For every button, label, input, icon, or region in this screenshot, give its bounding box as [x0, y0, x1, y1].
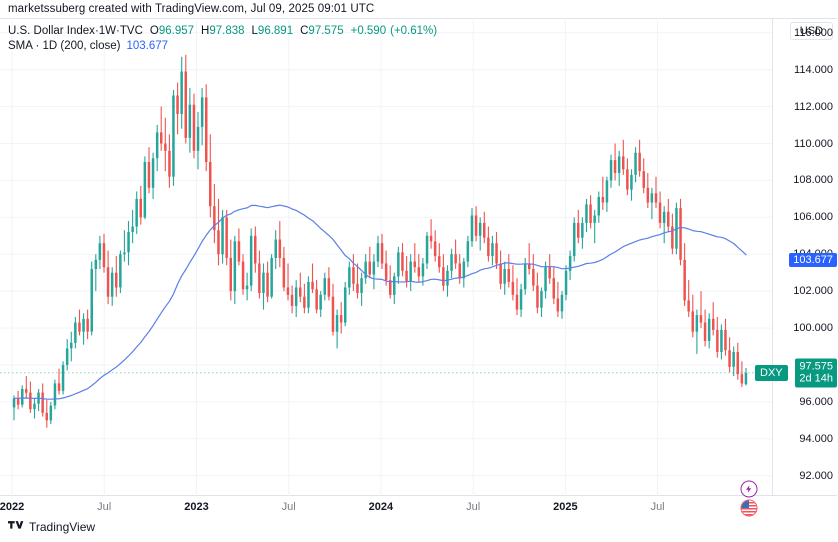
time-tick-2025: 2025	[553, 501, 578, 513]
tradingview-wordmark: TradingView	[29, 520, 96, 534]
us-flag-glyph	[741, 500, 757, 516]
last-price-value: 97.575	[799, 360, 833, 373]
economic-event-icon[interactable]	[740, 480, 758, 498]
time-tick-2024: 2024	[368, 501, 394, 513]
price-tick-110: 110.000	[794, 137, 833, 150]
price-tick-108: 108.000	[793, 174, 833, 187]
price-tick-116: 116.000	[794, 26, 833, 39]
time-scale[interactable]: 2022 Jul 2023 Jul 2024 Jul 2025 Jul	[0, 496, 772, 518]
price-tick-106: 106.000	[793, 211, 833, 224]
price-tick-96: 96.000	[799, 395, 833, 408]
time-tick-Jul: Jul	[650, 501, 665, 513]
us-flag-icon[interactable]	[740, 499, 758, 517]
tv-logo-glyph	[8, 521, 24, 529]
price-tick-102: 102.000	[793, 285, 833, 298]
ticker-tag: DXY	[755, 364, 788, 381]
attribution-text: marketssuberg created with TradingView.c…	[8, 3, 375, 15]
price-tick-112: 112.000	[794, 100, 833, 113]
chart-canvas	[0, 18, 772, 496]
price-tick-100: 100.000	[793, 322, 833, 335]
time-tick-2022: 2022	[0, 501, 25, 513]
chart-plot-area[interactable]	[0, 18, 772, 496]
currency-badge[interactable]: USD	[789, 22, 833, 40]
price-scale[interactable]: USD 116.000 114.000 112.000 110.000 108.000 1…	[772, 18, 838, 496]
chart-frame	[0, 18, 837, 496]
price-tick-114: 114.000	[794, 63, 833, 76]
sma-price-tag: 103.677	[789, 253, 837, 268]
time-tick-2023: 2023	[184, 501, 209, 513]
tradingview-logo-icon	[8, 520, 24, 534]
lightning-bolt-icon	[745, 485, 752, 493]
bar-countdown: 2d 14h	[799, 372, 833, 385]
footer-branding: TradingView	[8, 520, 95, 534]
time-tick-Jul: Jul	[466, 501, 481, 513]
price-tick-92: 92.000	[799, 469, 833, 482]
price-tick-94: 94.000	[799, 432, 833, 445]
time-tick-Jul: Jul	[97, 501, 112, 513]
time-tick-Jul: Jul	[281, 501, 296, 513]
last-price-tag: 97.575 2d 14h	[795, 358, 837, 388]
